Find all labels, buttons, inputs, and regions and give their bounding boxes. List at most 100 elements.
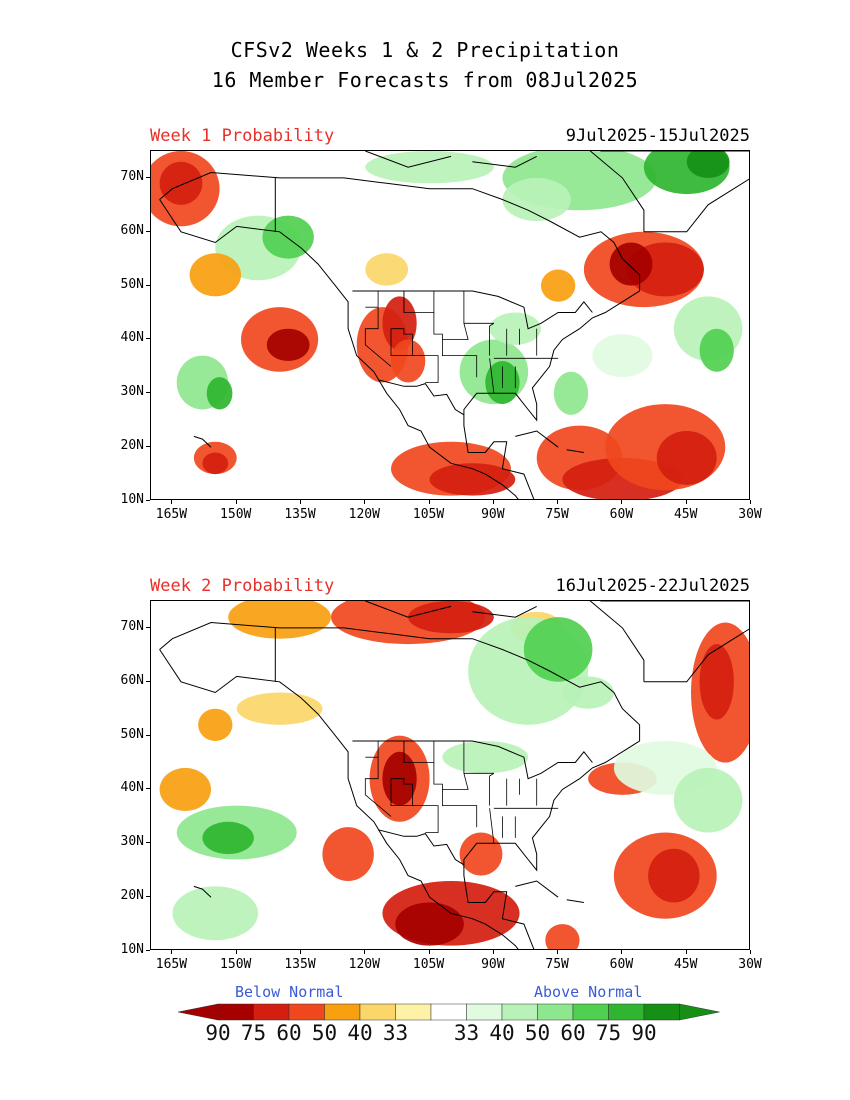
- week2-coastline: [159, 621, 641, 949]
- below-normal-label: Below Normal: [235, 983, 344, 1001]
- week2-island-outline: [566, 899, 584, 903]
- longitude-tick-mark: [557, 500, 559, 504]
- latitude-tick-label: 10N: [120, 942, 144, 957]
- longitude-tick-mark: [492, 950, 494, 954]
- week2-state-line: [403, 741, 478, 828]
- colorbar-right-arrow: [679, 1003, 720, 1021]
- week2-border: [352, 740, 593, 780]
- longitude-tick-mark: [428, 500, 430, 504]
- week2-probability-region: [673, 767, 743, 833]
- week2-probability-region: [523, 617, 593, 682]
- latitude-tick-label: 60N: [120, 672, 144, 688]
- week2-probability-region: [395, 902, 464, 946]
- colorbar-swatch-normal: [430, 1003, 467, 1021]
- longitude-tick-mark: [364, 950, 366, 954]
- colorbar-number: 75: [240, 1021, 267, 1045]
- colorbar-number: 50: [311, 1021, 338, 1045]
- above-normal-label: Above Normal: [534, 983, 643, 1001]
- week2-panel-title: Week 2 Probability: [150, 576, 335, 596]
- longitude-tick-mark: [557, 950, 559, 954]
- week1-probability-region: [189, 253, 241, 297]
- latitude-tick-mark: [146, 950, 150, 951]
- longitude-tick-mark: [685, 950, 687, 954]
- longitude-tick-label: 150W: [220, 507, 252, 522]
- latitude-tick-label: 70N: [120, 618, 144, 634]
- week1-greenland-outline: [589, 151, 749, 233]
- colorbar-swatch-above-75: [608, 1003, 645, 1021]
- figure-title-line-1: CFSv2 Weeks 1 & 2 Precipitation: [230, 38, 620, 62]
- week1-field: [151, 151, 749, 499]
- colorbar-number: 40: [489, 1021, 515, 1045]
- figure-title-line-2: 16 Member Forecasts from 08Jul2025: [211, 68, 639, 92]
- week1-border: [352, 290, 593, 330]
- week1-border: [377, 379, 465, 416]
- latitude-tick-mark: [146, 446, 150, 448]
- week1-state-line: [364, 291, 392, 367]
- latitude-tick-mark: [146, 176, 150, 178]
- week1-probability-region: [592, 334, 653, 378]
- longitude-tick-label: 90W: [481, 507, 505, 522]
- week1-state-line: [390, 328, 413, 357]
- week2-probability-region: [202, 821, 254, 855]
- week2-state-line: [364, 741, 392, 817]
- week1-island-outline: [193, 435, 212, 448]
- latitude-tick-mark: [146, 626, 150, 628]
- week1-probability-region: [206, 377, 233, 410]
- week2-probability-region: [699, 644, 734, 720]
- colorbar-swatch-above-40: [501, 1003, 538, 1021]
- week1-date-range: 9Jul2025-15Jul2025: [565, 126, 750, 146]
- week1-probability-region: [489, 312, 541, 345]
- colorbar-swatch-above-90: [643, 1003, 680, 1021]
- week2-field: [159, 601, 749, 949]
- week1-state-line: [442, 291, 469, 340]
- latitude-tick-mark: [146, 338, 150, 340]
- latitude-tick-mark: [146, 230, 150, 232]
- longitude-tick-label: 30W: [738, 957, 762, 972]
- week1-probability-region: [159, 161, 203, 205]
- latitude-tick-mark: [146, 680, 150, 682]
- week2-greenland-outline: [589, 601, 749, 683]
- latitude-tick-mark: [146, 392, 150, 394]
- week1-island-outline: [566, 449, 584, 453]
- longitude-tick-mark: [750, 500, 751, 504]
- longitude-tick-mark: [171, 500, 173, 504]
- longitude-tick-mark: [300, 500, 301, 504]
- week1-probability-region: [553, 371, 589, 415]
- colorbar-number: 60: [560, 1021, 586, 1045]
- week2-island-outline: [365, 601, 452, 618]
- colorbar-swatch-above-33: [466, 1003, 503, 1021]
- week2-border: [377, 829, 465, 866]
- week1-probability-region: [429, 463, 516, 496]
- longitude-tick-mark: [492, 500, 494, 504]
- colorbar-swatch-above-60: [572, 1003, 609, 1021]
- longitude-tick-label: 75W: [545, 957, 569, 972]
- week2-probability-region: [172, 886, 259, 941]
- latitude-tick-mark: [146, 842, 150, 844]
- latitude-tick-mark: [146, 500, 150, 501]
- latitude-tick-label: 50N: [120, 276, 144, 292]
- week2-state-line: [390, 778, 413, 807]
- longitude-tick-label: 30W: [738, 507, 762, 522]
- latitude-tick-mark: [146, 896, 150, 898]
- longitude-tick-label: 45W: [673, 507, 698, 522]
- longitude-tick-mark: [750, 950, 751, 954]
- longitude-tick-mark: [621, 500, 623, 504]
- week1-probability-region: [699, 328, 734, 372]
- longitude-tick-mark: [428, 950, 430, 954]
- latitude-tick-label: 30N: [120, 384, 144, 400]
- colorbar-number: 50: [524, 1021, 551, 1045]
- week2-probability-region: [545, 924, 580, 949]
- colorbar-swatch-below-75: [253, 1003, 290, 1021]
- week1-state-line: [403, 291, 478, 378]
- week2-state-line: [489, 772, 495, 806]
- week1-island-outline: [365, 151, 452, 168]
- latitude-tick-label: 60N: [120, 222, 144, 238]
- week1-probability-region: [391, 339, 426, 383]
- week2-probability-region: [322, 827, 374, 881]
- colorbar-number: 40: [347, 1021, 373, 1045]
- longitude-tick-mark: [171, 950, 173, 954]
- week2-state-line: [412, 805, 439, 833]
- colorbar-swatch-below-90: [217, 1003, 254, 1021]
- latitude-tick-mark: [146, 284, 150, 286]
- latitude-tick-label: 40N: [120, 330, 144, 346]
